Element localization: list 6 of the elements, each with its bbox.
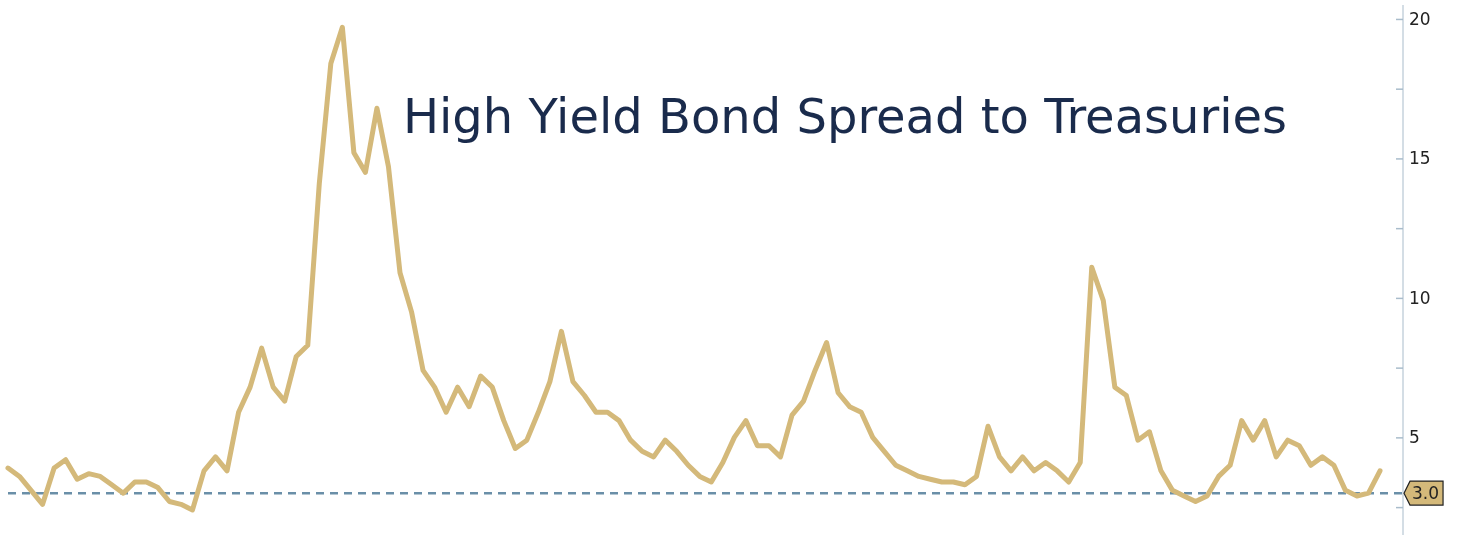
ref-line-label: 3.0 xyxy=(1412,483,1440,504)
y-tick-label: 15 xyxy=(1409,148,1431,169)
y-tick-label: 10 xyxy=(1409,287,1431,308)
text: High Yield Bond Spread to Treasuries xyxy=(402,88,1288,144)
y-tick-label: 20 xyxy=(1409,8,1431,29)
y-tick-label: 5 xyxy=(1409,427,1420,448)
